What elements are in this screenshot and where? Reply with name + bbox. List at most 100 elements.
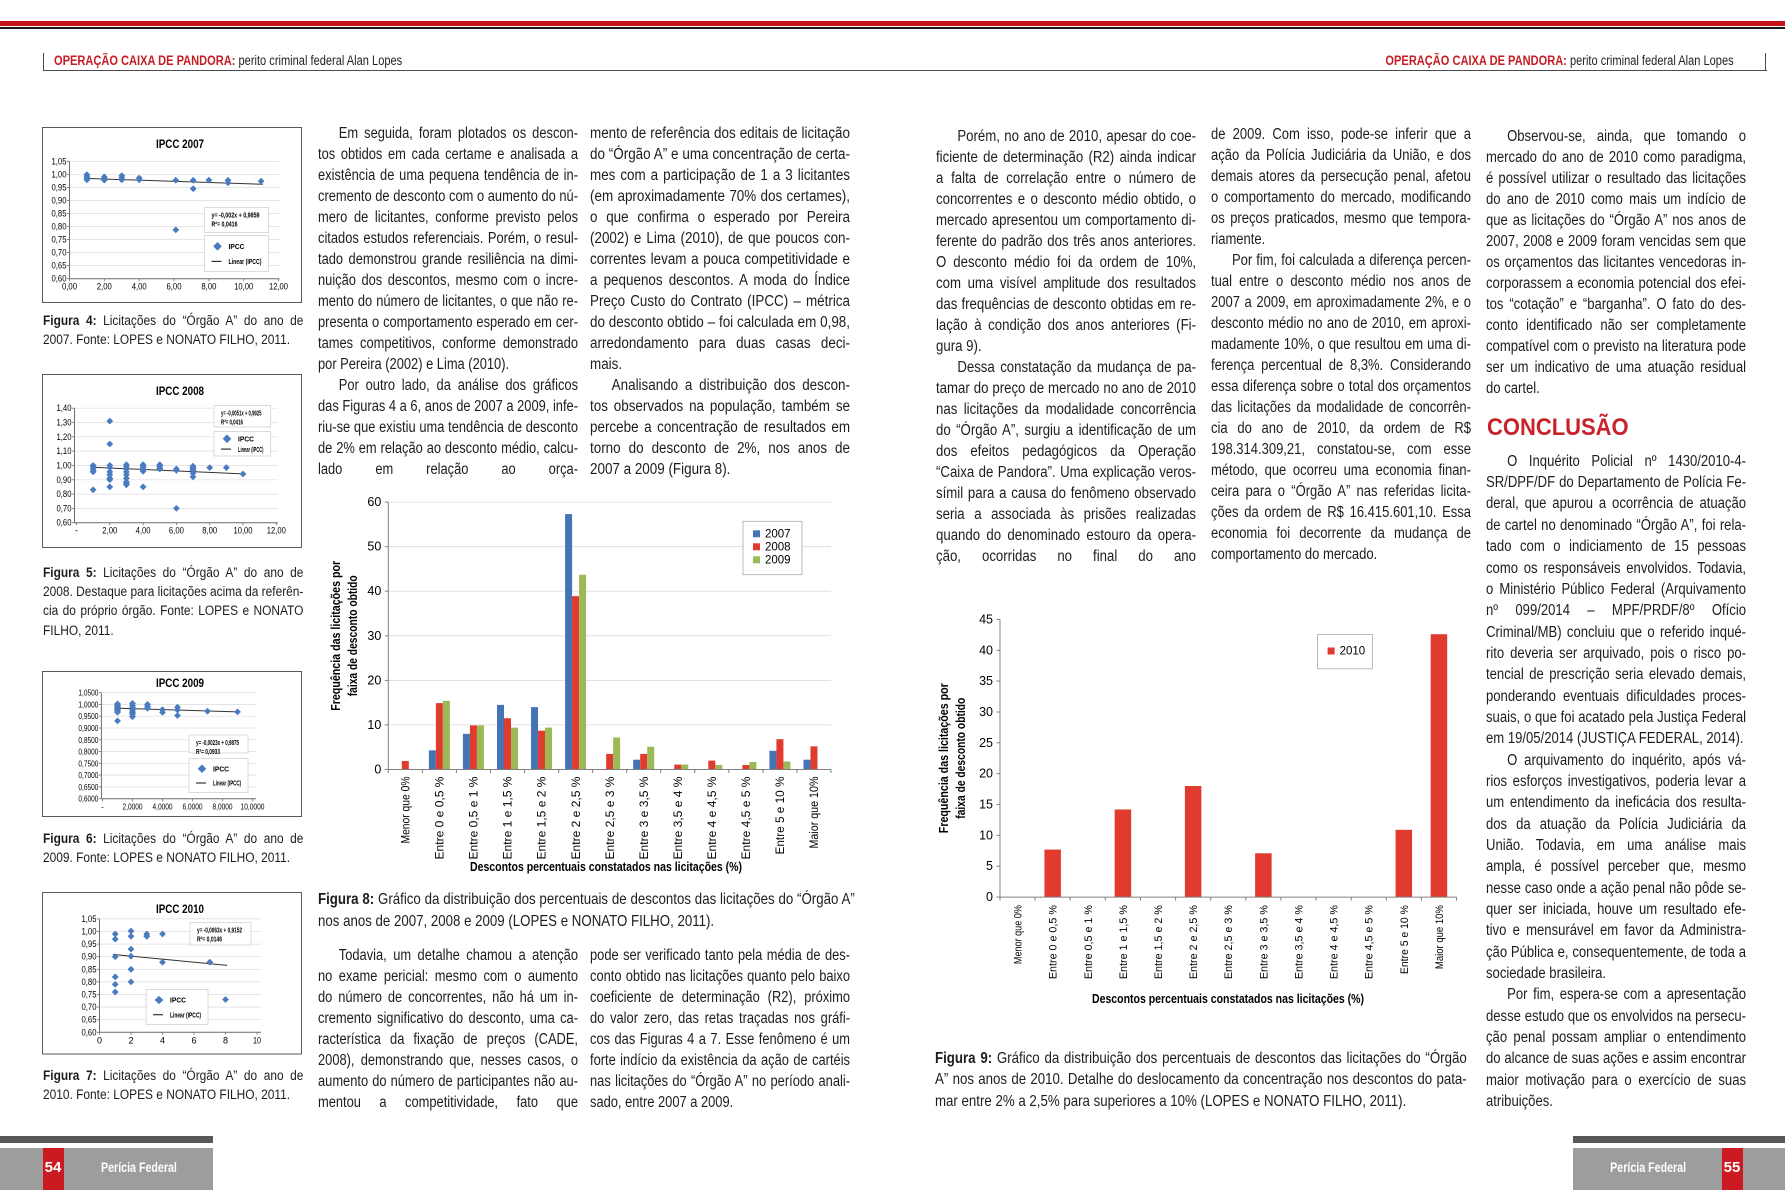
svg-text:6,00: 6,00 [167, 281, 182, 291]
svg-text:Linear (IPCC): Linear (IPCC) [229, 257, 262, 266]
svg-text:8: 8 [223, 1035, 228, 1045]
svg-text:IPCC 2008: IPCC 2008 [156, 386, 205, 398]
svg-text:60: 60 [367, 495, 381, 509]
svg-text:0,85: 0,85 [52, 208, 67, 218]
svg-text:0,90: 0,90 [52, 195, 67, 205]
svg-text:Frequência das licitações por: Frequência das licitações por [328, 561, 343, 711]
svg-text:2008: 2008 [765, 541, 791, 553]
svg-text:Frequência das licitações por: Frequência das licitações por [936, 683, 951, 833]
svg-text:0,85: 0,85 [82, 964, 97, 974]
svg-text:Menor que 0%: Menor que 0% [399, 776, 413, 843]
svg-text:Entre 1 e 1,5 %: Entre 1 e 1,5 % [1118, 905, 1130, 979]
svg-text:8,00: 8,00 [202, 525, 217, 535]
svg-text:R²= 0,0416: R²= 0,0416 [212, 219, 238, 228]
svg-text:Maior que 10%: Maior que 10% [1434, 905, 1446, 969]
svg-text:Entre 0,5 e 1 %: Entre 0,5 e 1 % [467, 776, 481, 859]
svg-text:0: 0 [97, 1035, 102, 1045]
svg-text:1,00: 1,00 [82, 927, 97, 937]
svg-text:2010: 2010 [1340, 646, 1366, 658]
svg-text:0,70: 0,70 [52, 247, 67, 257]
svg-text:Entre 4 e 4,5 %: Entre 4 e 4,5 % [1329, 905, 1341, 979]
svg-text:0,95: 0,95 [52, 182, 67, 192]
svg-text:Menor que 0%: Menor que 0% [1013, 905, 1025, 964]
svg-text:0,80: 0,80 [52, 221, 67, 231]
svg-text:R²= 0,0146: R²= 0,0146 [197, 935, 222, 944]
svg-text:Linear (IPCC): Linear (IPCC) [170, 1010, 201, 1019]
svg-text:IPCC: IPCC [229, 242, 246, 251]
svg-text:50: 50 [367, 540, 381, 554]
svg-text:2: 2 [128, 1035, 133, 1045]
svg-text:10,00: 10,00 [234, 281, 253, 291]
svg-text:40: 40 [979, 643, 993, 657]
svg-text:6: 6 [191, 1035, 196, 1045]
svg-text:Entre 3,5 e 4 %: Entre 3,5 e 4 % [1294, 905, 1306, 979]
svg-text:faixa de desconto obtido: faixa de desconto obtido [953, 698, 968, 819]
svg-text:Entre 5 e 10 %: Entre 5 e 10 % [773, 776, 787, 854]
svg-text:1,05: 1,05 [52, 156, 67, 166]
svg-text:4: 4 [160, 1035, 165, 1045]
svg-text:0,6500: 0,6500 [78, 783, 98, 792]
svg-text:IPCC: IPCC [213, 764, 230, 773]
svg-text:0,70: 0,70 [82, 1002, 97, 1012]
svg-text:8,0000: 8,0000 [213, 803, 233, 812]
svg-text:y= -0,0023x + 0,9875: y= -0,0023x + 0,9875 [196, 738, 239, 747]
svg-text:Entre 4,5 e 5 %: Entre 4,5 e 5 % [739, 776, 753, 859]
svg-text:0,7000: 0,7000 [78, 771, 98, 780]
svg-text:0,65: 0,65 [52, 260, 67, 270]
svg-text:0,9000: 0,9000 [78, 724, 98, 733]
svg-text:Entre 3,5 e 4 %: Entre 3,5 e 4 % [671, 776, 685, 859]
svg-text:0,75: 0,75 [82, 990, 97, 1000]
svg-text:8,00: 8,00 [201, 281, 216, 291]
svg-text:10: 10 [979, 828, 993, 842]
svg-text:40: 40 [367, 584, 381, 598]
svg-text:Entre 1,5 e 2 %: Entre 1,5 e 2 % [535, 776, 549, 859]
svg-text:Entre 5 e 10 %: Entre 5 e 10 % [1399, 905, 1411, 974]
svg-text:R²= 0,0416: R²= 0,0416 [221, 417, 243, 426]
svg-text:2,0000: 2,0000 [123, 803, 143, 812]
svg-text:Entre 1 e 1,5 %: Entre 1 e 1,5 % [501, 776, 515, 859]
svg-text:0,60: 0,60 [52, 273, 67, 283]
svg-text:Descontos percentuais constata: Descontos percentuais constatados nas li… [1092, 991, 1364, 1006]
svg-text:0,95: 0,95 [82, 939, 97, 949]
svg-text:1,20: 1,20 [57, 431, 72, 441]
svg-text:1,00: 1,00 [52, 169, 67, 179]
svg-text:2,00: 2,00 [97, 281, 112, 291]
svg-text:Entre 4 e 4,5 %: Entre 4 e 4,5 % [705, 776, 719, 859]
svg-text:30: 30 [979, 705, 993, 719]
svg-text:Entre 2 e 2,5 %: Entre 2 e 2,5 % [569, 776, 583, 859]
svg-text:30: 30 [367, 629, 381, 643]
svg-text:4,00: 4,00 [136, 525, 151, 535]
svg-text:12,00: 12,00 [267, 525, 286, 535]
svg-text:35: 35 [979, 674, 993, 688]
svg-text:-: - [75, 525, 78, 535]
svg-text:Linear (IPCC): Linear (IPCC) [213, 779, 241, 788]
svg-text:0,9500: 0,9500 [78, 712, 98, 721]
svg-text:12,00: 12,00 [269, 281, 288, 291]
svg-text:Entre 1,5 e 2 %: Entre 1,5 e 2 % [1153, 905, 1165, 979]
svg-text:10: 10 [253, 1035, 261, 1045]
svg-text:y= -0,0051x + 0,9925: y= -0,0051x + 0,9925 [221, 408, 262, 417]
svg-text:Entre 4,5 e 5 %: Entre 4,5 e 5 % [1364, 905, 1376, 979]
svg-text:0,7500: 0,7500 [78, 759, 98, 768]
svg-text:45: 45 [979, 612, 993, 626]
svg-text:1,30: 1,30 [57, 417, 72, 427]
svg-text:1,00: 1,00 [57, 460, 72, 470]
svg-text:1,0500: 1,0500 [78, 689, 98, 698]
svg-text:0,70: 0,70 [57, 503, 72, 513]
svg-text:0,65: 0,65 [82, 1015, 97, 1025]
svg-text:Entre 2,5 e 3 %: Entre 2,5 e 3 % [603, 776, 617, 859]
svg-text:R²= 0,0933: R²= 0,0933 [196, 747, 220, 756]
svg-text:20: 20 [979, 767, 993, 781]
svg-text:2,00: 2,00 [102, 525, 117, 535]
svg-text:Entre 3 e 3,5 %: Entre 3 e 3,5 % [637, 776, 651, 859]
svg-text:Maior que 10%: Maior que 10% [807, 776, 821, 848]
svg-text:0: 0 [986, 890, 993, 904]
svg-text:0,00: 0,00 [62, 281, 77, 291]
svg-text:IPCC: IPCC [170, 996, 187, 1005]
svg-text:5: 5 [986, 859, 993, 873]
svg-text:IPCC: IPCC [238, 434, 255, 443]
svg-text:0,6000: 0,6000 [78, 795, 98, 804]
svg-text:IPCC 2010: IPCC 2010 [156, 904, 204, 916]
svg-text:1,10: 1,10 [57, 446, 72, 456]
svg-text:-: - [101, 803, 104, 812]
